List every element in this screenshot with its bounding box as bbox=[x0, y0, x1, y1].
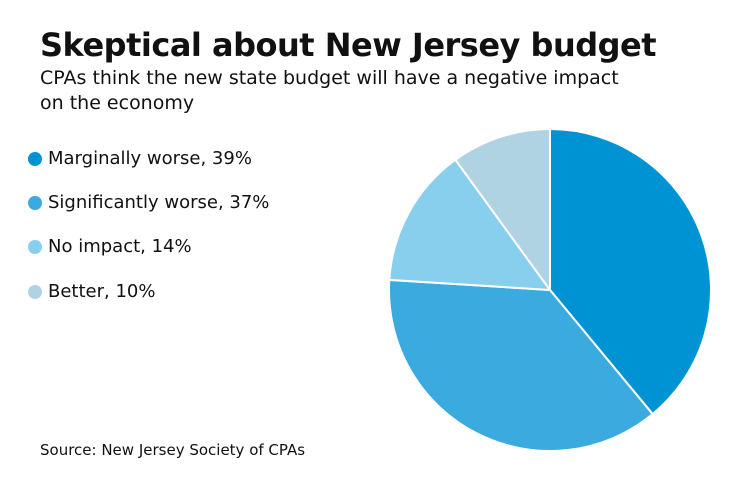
legend-item: Marginally worse, 39% bbox=[28, 148, 252, 169]
chart-subtitle: CPAs think the new state budget will hav… bbox=[40, 67, 619, 114]
legend-item: No impact, 14% bbox=[28, 236, 192, 257]
pie-slice bbox=[388, 278, 655, 452]
legend-swatch bbox=[28, 151, 42, 166]
legend-label: Marginally worse, 39% bbox=[48, 148, 252, 169]
legend-label: Significantly worse, 37% bbox=[48, 192, 270, 213]
pie-slice bbox=[453, 127, 551, 294]
legend-swatch bbox=[28, 195, 42, 210]
legend-swatch bbox=[28, 284, 42, 299]
pie-slice bbox=[388, 158, 553, 292]
chart-title: Skeptical about New Jersey budget bbox=[40, 26, 657, 64]
legend-label: No impact, 14% bbox=[48, 236, 192, 257]
legend-item: Better, 10% bbox=[28, 281, 155, 302]
legend-label: Better, 10% bbox=[48, 281, 156, 302]
pie-slice bbox=[549, 127, 712, 416]
legend-swatch bbox=[28, 239, 42, 254]
legend-item: Significantly worse, 37% bbox=[28, 192, 269, 213]
source-note: Source: New Jersey Society of CPAs bbox=[40, 441, 306, 459]
